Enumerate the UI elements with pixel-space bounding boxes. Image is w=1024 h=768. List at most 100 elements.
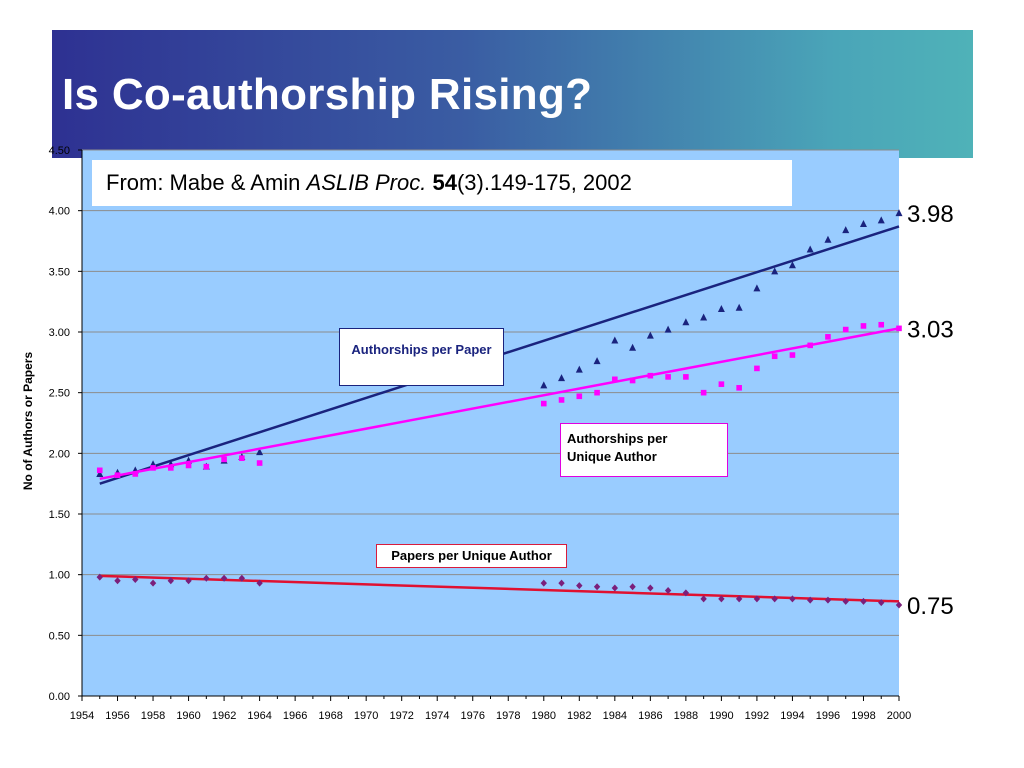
x-tick-label: 1996 [816, 710, 840, 722]
point-papers-per-unique-author [647, 584, 654, 592]
x-tick-label: 2000 [887, 710, 911, 722]
x-tick-label: 1968 [318, 710, 342, 722]
point-papers-per-unique-author [735, 595, 743, 603]
label-authorships-per-paper: Authorships per Paper [339, 328, 504, 386]
x-tick-label: 1956 [105, 710, 129, 722]
point-authorships-per-paper [700, 313, 708, 321]
point-authorships-per-paper [646, 331, 654, 339]
end-value-authorships-per-paper: 3.98 [907, 201, 954, 228]
point-authorships-per-unique-author [842, 326, 849, 333]
point-authorships-per-paper [558, 374, 566, 382]
point-papers-per-unique-author [753, 595, 761, 603]
point-authorships-per-paper [629, 343, 637, 351]
point-authorships-per-paper [717, 304, 725, 312]
point-authorships-per-unique-author [807, 342, 813, 349]
point-authorships-per-unique-author [96, 467, 103, 474]
x-tick-label: 1998 [851, 710, 875, 722]
y-tick-label: 2.00 [49, 448, 70, 460]
point-authorships-per-unique-author [629, 377, 636, 384]
point-papers-per-unique-author [540, 579, 547, 587]
point-authorships-per-unique-author [132, 471, 139, 477]
point-authorships-per-unique-author [239, 455, 245, 461]
x-tick-label: 1988 [674, 710, 698, 722]
point-papers-per-unique-author [220, 574, 228, 582]
trendline-papers-per-unique-author [99, 574, 900, 603]
y-tick-label: 4.00 [49, 206, 70, 218]
point-authorships-per-unique-author [594, 389, 600, 396]
trendline-authorships-per-unique-author [99, 327, 900, 481]
point-papers-per-unique-author [842, 597, 849, 605]
point-authorships-per-paper [806, 245, 814, 253]
source-volume: 54 [432, 170, 457, 195]
x-tick-label: 1984 [603, 710, 627, 722]
y-tick-label: 0.50 [49, 630, 70, 642]
point-authorships-per-unique-author [168, 465, 174, 471]
point-papers-per-unique-author [824, 596, 832, 604]
point-papers-per-unique-author [149, 579, 157, 587]
x-tick-label: 1992 [745, 710, 769, 722]
x-tick-label: 1982 [567, 710, 591, 722]
point-papers-per-unique-author [878, 599, 885, 607]
x-tick-label: 1972 [389, 710, 413, 722]
x-tick-label: 1964 [247, 710, 271, 722]
source-prefix: From: Mabe & Amin [106, 170, 307, 195]
y-tick-label: 3.00 [49, 327, 70, 339]
point-authorships-per-unique-author [185, 462, 192, 469]
point-papers-per-unique-author [700, 595, 707, 603]
source-citation: From: Mabe & Amin ASLIB Proc. 54(3).149-… [92, 160, 792, 206]
point-papers-per-unique-author [806, 596, 814, 604]
point-papers-per-unique-author [611, 584, 619, 592]
x-tick-label: 1986 [638, 710, 662, 722]
point-papers-per-unique-author [682, 589, 690, 597]
point-papers-per-unique-author [576, 582, 583, 590]
x-tick-label: 1994 [780, 710, 804, 722]
point-authorships-per-paper [664, 325, 672, 333]
point-papers-per-unique-author [96, 573, 103, 581]
point-authorships-per-unique-author [647, 372, 654, 379]
point-authorships-per-unique-author [825, 334, 831, 340]
point-authorships-per-paper [859, 220, 867, 228]
x-tick-label: 1980 [532, 710, 556, 722]
x-tick-label: 1970 [354, 710, 378, 722]
point-authorships-per-paper [735, 303, 743, 311]
point-authorships-per-paper [842, 226, 850, 234]
point-authorships-per-unique-author [878, 321, 885, 328]
x-tick-label: 1960 [176, 710, 200, 722]
y-axis-label: No of Authors or Papers [21, 352, 35, 491]
label-apua-line1: Authorships per [567, 431, 668, 446]
point-authorships-per-paper [256, 448, 264, 456]
y-tick-label: 1.00 [49, 570, 70, 582]
point-authorships-per-unique-author [700, 389, 707, 396]
label-apua-line2: Unique Author [567, 449, 657, 464]
point-authorships-per-unique-author [612, 376, 618, 383]
point-authorships-per-unique-author [896, 325, 902, 332]
label-authorships-per-unique-author: Authorships per Unique Author [560, 423, 728, 477]
point-papers-per-unique-author [629, 583, 636, 591]
point-authorships-per-paper [611, 336, 619, 344]
point-papers-per-unique-author [895, 601, 903, 609]
point-authorships-per-unique-author [203, 463, 210, 470]
x-tick-label: 1954 [70, 710, 94, 722]
point-papers-per-unique-author [718, 595, 725, 603]
point-authorships-per-paper [895, 209, 903, 217]
point-authorships-per-paper [788, 261, 796, 269]
end-value-authorships-per-unique-author: 3.03 [907, 316, 954, 343]
title-bar [52, 30, 973, 158]
y-tick-label: 2.50 [49, 388, 70, 400]
x-tick-label: 1978 [496, 710, 520, 722]
point-papers-per-unique-author [203, 574, 210, 582]
point-authorships-per-paper [682, 318, 690, 326]
point-papers-per-unique-author [860, 597, 867, 605]
point-authorships-per-unique-author [860, 323, 867, 329]
point-authorships-per-paper [575, 365, 583, 373]
source-rest: (3).149-175, 2002 [456, 170, 632, 195]
plot-area [82, 150, 899, 696]
point-authorships-per-paper [753, 284, 761, 292]
y-tick-label: 3.50 [49, 266, 70, 278]
point-authorships-per-paper [593, 357, 601, 365]
point-authorships-per-unique-author [683, 374, 689, 380]
point-authorships-per-unique-author [150, 465, 156, 471]
x-tick-label: 1976 [460, 710, 484, 722]
point-papers-per-unique-author [256, 579, 263, 587]
